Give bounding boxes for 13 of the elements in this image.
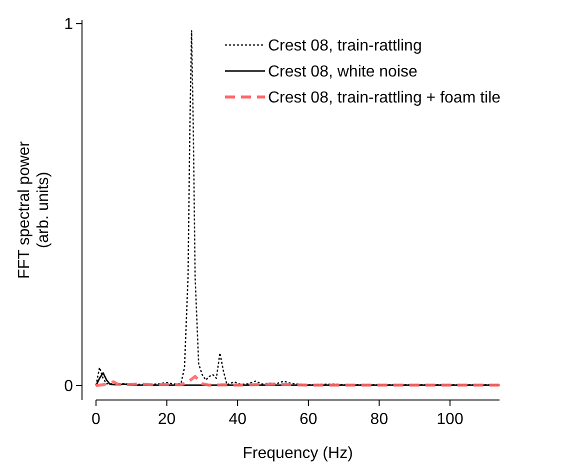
y-tick-label: 1 <box>64 16 74 34</box>
x-axis-title: Frequency (Hz) <box>242 445 353 462</box>
legend-label: Crest 08, train-rattling + foam tile <box>268 90 501 107</box>
line-series <box>94 374 502 388</box>
x-tick-label: 100 <box>436 411 464 428</box>
x-tick-label: 40 <box>228 411 247 428</box>
x-tick-label: 20 <box>158 411 176 428</box>
x-tick-label: 80 <box>370 411 388 428</box>
legend-label: Crest 08, train-rattling <box>268 38 422 55</box>
y-axis-title: FFT spectral power (arb. units) <box>16 140 52 279</box>
x-tick-label: 60 <box>300 411 318 428</box>
legend-label: Crest 08, white noise <box>268 64 418 81</box>
x-tick-label: 0 <box>92 411 101 428</box>
